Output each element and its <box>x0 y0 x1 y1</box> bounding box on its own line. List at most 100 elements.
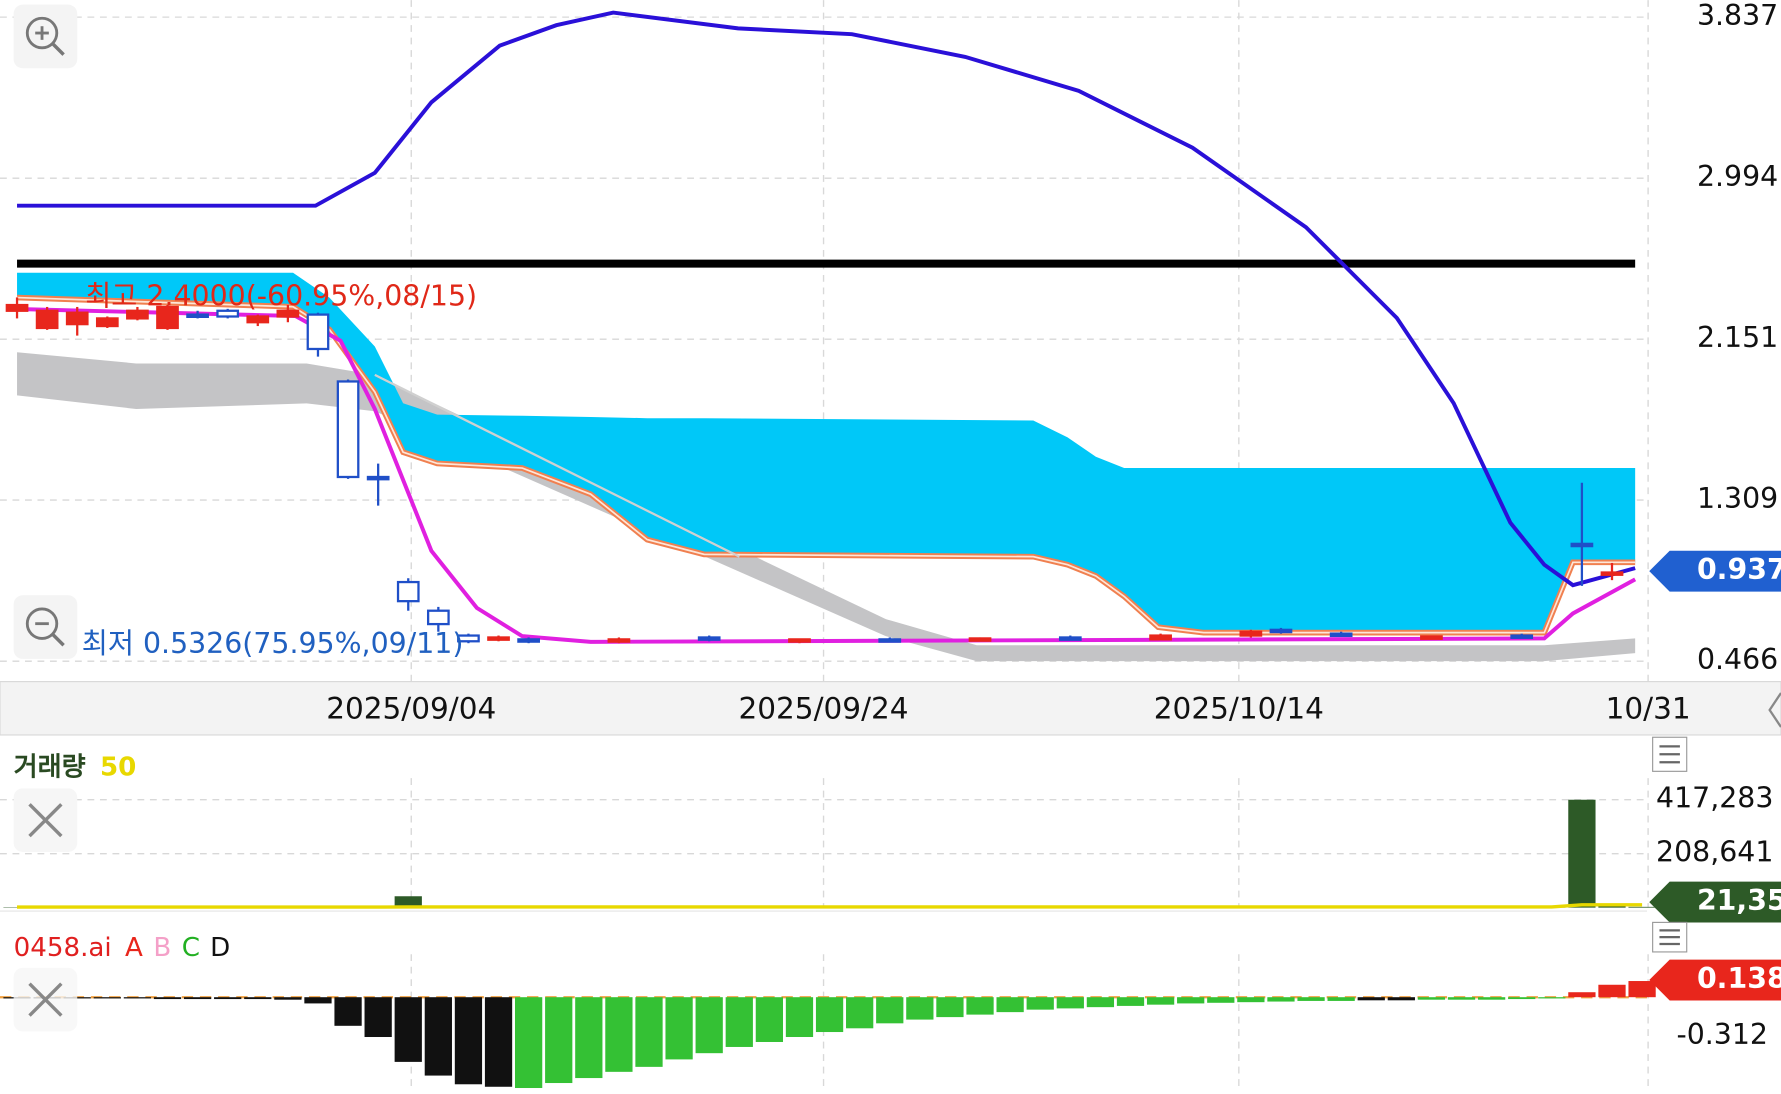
y-tick-label: 0.466 <box>1697 643 1778 676</box>
candle-body <box>306 313 330 351</box>
bar <box>1417 997 1446 1000</box>
candle-body <box>878 638 902 643</box>
bar <box>725 997 753 1047</box>
volume-menu-button[interactable] <box>1652 736 1688 772</box>
candle-body <box>95 317 119 328</box>
high-annotation: 최고 2.4000(-60.95%,08/15) <box>85 280 477 313</box>
bar <box>214 997 242 1000</box>
y-tick-label: -0.312 <box>1677 1018 1768 1051</box>
bar <box>665 997 693 1060</box>
y-tick-label: 2.151 <box>1697 321 1778 354</box>
bar <box>996 997 1024 1013</box>
volume-title: 거래량 <box>14 752 86 782</box>
candle-body <box>1058 636 1082 641</box>
candle-body <box>968 637 992 642</box>
bar <box>394 997 422 1062</box>
bar <box>274 997 302 1000</box>
icon <box>25 607 59 640</box>
low-annotation: 최저 0.5326(75.95%,09/11) <box>82 627 464 660</box>
bar <box>514 997 543 1089</box>
bar <box>936 997 964 1018</box>
candle-body <box>1420 635 1443 640</box>
candle-body <box>517 638 540 643</box>
bar <box>1297 997 1325 1001</box>
candle-body <box>1239 630 1263 637</box>
current-value-label: 21,35 <box>1697 884 1781 917</box>
bar <box>1538 997 1566 999</box>
indicator-line <box>374 373 740 558</box>
candle-body <box>457 634 480 643</box>
candle-body <box>1510 634 1534 639</box>
bar <box>1056 997 1084 1009</box>
bar <box>605 997 633 1072</box>
series-line <box>17 903 1643 909</box>
indicator-title: 0458.ai <box>14 933 112 963</box>
current-value-tag <box>1649 881 1781 923</box>
bar <box>484 997 513 1087</box>
button-bg[interactable] <box>13 595 78 659</box>
bar <box>1477 997 1506 1000</box>
close-volume-button[interactable] <box>13 788 78 852</box>
candle-body <box>216 309 240 318</box>
y-tick-label: 3.837 <box>1697 0 1778 32</box>
bar <box>876 997 904 1024</box>
candle-body <box>1570 542 1594 548</box>
candle-body <box>697 636 721 641</box>
indicator-line <box>17 10 1636 588</box>
candle-body <box>487 636 510 641</box>
bar <box>304 997 332 1004</box>
bar <box>394 896 422 908</box>
candle-body <box>276 309 300 318</box>
band-edge-inner <box>17 296 1636 634</box>
current-value-tag <box>1649 959 1781 1001</box>
bar <box>1447 997 1476 1000</box>
bar <box>846 997 874 1029</box>
icon <box>1659 929 1680 946</box>
candle-body <box>246 315 270 324</box>
bar <box>183 997 212 1000</box>
bar <box>1177 997 1205 1004</box>
icon <box>28 982 63 1017</box>
candle-body <box>1149 634 1172 641</box>
candle-body <box>65 311 89 326</box>
bar <box>454 997 483 1085</box>
current-value-label: 0.937 <box>1697 553 1781 586</box>
bar <box>1568 799 1596 908</box>
current-value-tag <box>1649 550 1781 592</box>
legend-entry: D <box>210 933 230 963</box>
x-axis-band <box>0 681 1781 736</box>
scroll-arrow[interactable] <box>1768 692 1781 728</box>
bar <box>244 997 272 1000</box>
indicator-menu-button[interactable] <box>1652 921 1688 953</box>
bar <box>1628 981 1656 998</box>
bar <box>1026 997 1054 1010</box>
legend-entry: C <box>182 933 200 963</box>
bar <box>1207 997 1235 1003</box>
bar <box>1086 997 1115 1008</box>
bar <box>966 997 994 1015</box>
zoom-in-button[interactable] <box>13 4 78 69</box>
candle-body <box>1600 571 1624 576</box>
candle-body <box>607 638 631 643</box>
icon <box>25 16 59 50</box>
button-bg[interactable] <box>13 4 78 69</box>
current-value-label: 0.138 <box>1697 962 1781 995</box>
bar <box>1508 997 1536 1000</box>
bar <box>1387 997 1415 1001</box>
close-indicator-button[interactable] <box>13 967 78 1032</box>
bar <box>1267 997 1295 1002</box>
candle-body <box>1329 632 1353 638</box>
x-tick-label: 2025/09/04 <box>326 691 496 725</box>
bar <box>364 997 392 1038</box>
icon <box>1659 745 1680 764</box>
candle-body <box>366 475 390 481</box>
bar <box>1628 906 1656 908</box>
candle-body <box>426 609 450 626</box>
candle-body <box>1269 628 1293 634</box>
bar <box>906 997 934 1020</box>
bar <box>635 997 663 1067</box>
zoom-out-button[interactable] <box>13 595 78 659</box>
